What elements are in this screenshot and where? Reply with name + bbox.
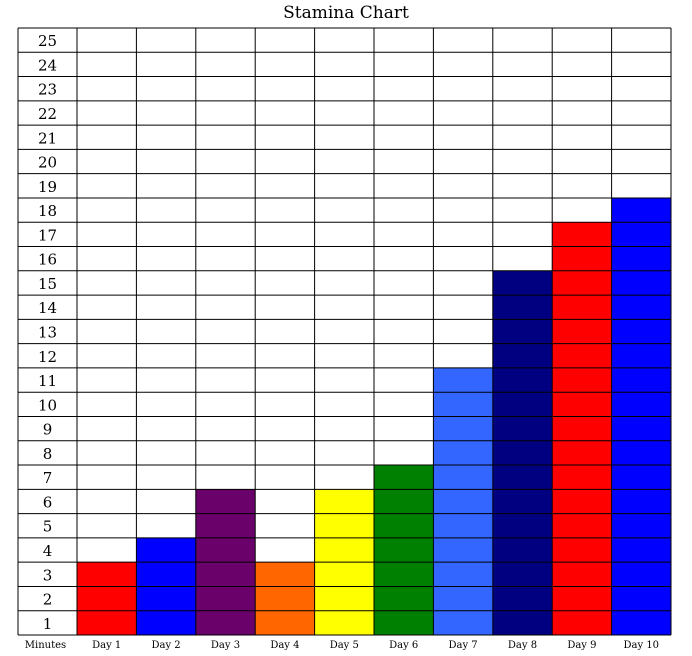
y-tick-label: 3 — [43, 566, 53, 584]
y-tick-label: 2 — [43, 591, 53, 609]
grid-layer — [17, 27, 672, 636]
bar-day-6 — [374, 465, 434, 635]
y-tick-label: 17 — [38, 226, 57, 244]
y-tick-label: 4 — [43, 542, 53, 560]
y-tick-label: 9 — [43, 421, 53, 439]
y-tick-label: 14 — [38, 299, 57, 317]
bar-day-9 — [552, 222, 612, 636]
x-tick-label: Day 8 — [508, 640, 537, 651]
bar-day-1 — [77, 562, 137, 635]
y-tick-label: 10 — [38, 396, 57, 414]
x-tick-label: Day 5 — [330, 640, 359, 651]
chart-title: Stamina Chart — [283, 3, 409, 23]
y-tick-label: 21 — [38, 129, 57, 147]
y-tick-label: 25 — [38, 32, 57, 50]
y-tick-label: 22 — [38, 105, 57, 123]
y-tick-label: 1 — [43, 615, 53, 633]
y-tick-label: 5 — [43, 518, 53, 536]
bar-day-7 — [433, 367, 493, 635]
y-tick-label: 11 — [38, 372, 57, 390]
x-tick-label: Day 3 — [211, 640, 240, 651]
y-tick-label: 13 — [38, 324, 57, 342]
y-tick-label: 8 — [43, 445, 53, 463]
y-tick-label: 18 — [38, 202, 57, 220]
x-tick-label: Day 6 — [389, 640, 418, 651]
y-tick-label: 16 — [38, 251, 57, 269]
y-axis-labels: 1234567891011121314151617181920212223242… — [38, 32, 57, 633]
bar-day-4 — [255, 562, 315, 635]
y-tick-label: 6 — [43, 493, 53, 511]
x-axis-title: Minutes — [25, 640, 66, 651]
x-tick-label: Day 7 — [449, 640, 478, 651]
x-axis-labels: Minutes Day 1 Day 2 Day 3 Day 4 Day 5 Day 6 Day… — [25, 640, 659, 651]
y-tick-label: 12 — [38, 348, 57, 366]
x-tick-label: Day 4 — [270, 640, 299, 651]
y-tick-label: 7 — [43, 469, 53, 487]
y-tick-label: 15 — [38, 275, 57, 293]
x-tick-label: Day 9 — [567, 640, 596, 651]
y-tick-label: 23 — [38, 81, 57, 99]
bar-day-8 — [492, 270, 553, 635]
x-tick-label: Day 10 — [624, 640, 660, 651]
x-tick-label: Day 2 — [152, 640, 181, 651]
y-tick-label: 19 — [38, 178, 57, 196]
x-tick-label: Day 1 — [92, 640, 121, 651]
y-tick-label: 24 — [38, 56, 57, 74]
y-tick-label: 20 — [38, 154, 57, 172]
